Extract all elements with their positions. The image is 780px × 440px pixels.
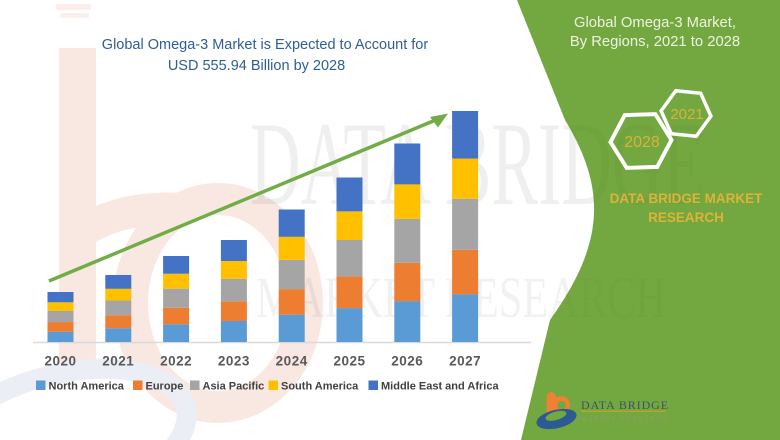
svg-text:2023: 2023 — [218, 354, 250, 369]
svg-text:2027: 2027 — [449, 354, 481, 369]
svg-text:2025: 2025 — [333, 354, 365, 369]
svg-text:By Regions, 2021 to 2028: By Regions, 2021 to 2028 — [570, 34, 740, 50]
svg-text:Global Omega-3 Market,: Global Omega-3 Market, — [574, 15, 736, 31]
svg-text:2024: 2024 — [276, 354, 308, 369]
svg-text:RESEARCH: RESEARCH — [648, 210, 724, 225]
svg-text:South America: South America — [281, 381, 359, 393]
svg-text:Europe: Europe — [146, 381, 184, 393]
svg-text:2026: 2026 — [391, 354, 423, 369]
svg-text:2020: 2020 — [44, 354, 76, 369]
svg-text:Global Omega-3 Market is Expec: Global Omega-3 Market is Expected to Acc… — [102, 37, 429, 53]
svg-text:USD 555.94 Billion by 2028: USD 555.94 Billion by 2028 — [168, 58, 345, 74]
svg-text:2021: 2021 — [670, 106, 703, 123]
svg-text:2028: 2028 — [624, 134, 660, 151]
svg-text:DATA BRIDGE: DATA BRIDGE — [581, 398, 669, 412]
svg-text:MARKET RESEARCH: MARKET RESEARCH — [582, 417, 669, 423]
svg-text:North America: North America — [49, 381, 125, 393]
svg-text:2021: 2021 — [102, 354, 134, 369]
svg-text:Middle East and Africa: Middle East and Africa — [381, 381, 499, 393]
svg-text:Asia Pacific: Asia Pacific — [203, 381, 265, 393]
svg-text:DATA BRIDGE MARKET: DATA BRIDGE MARKET — [610, 191, 763, 206]
svg-text:2022: 2022 — [160, 354, 192, 369]
